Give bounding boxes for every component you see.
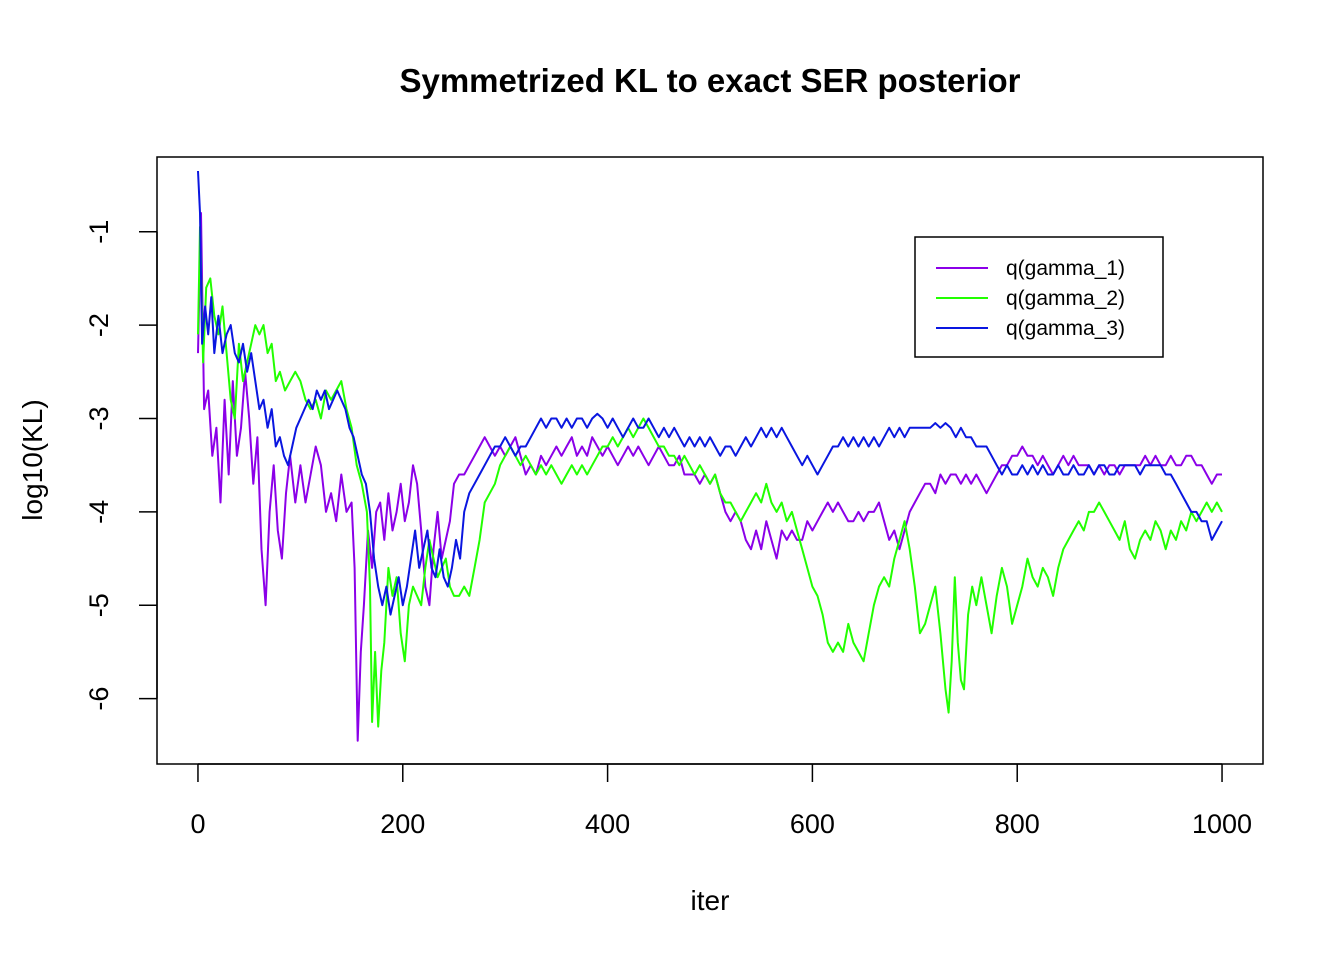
y-tick-label: -5 xyxy=(84,593,114,617)
x-axis-label: iter xyxy=(691,885,730,916)
y-tick-label: -2 xyxy=(84,313,114,337)
legend: q(gamma_1) q(gamma_2) q(gamma_3) xyxy=(914,236,1164,358)
x-axis: 0 200 400 600 800 1000 xyxy=(190,763,1252,839)
x-tick-label: 1000 xyxy=(1192,809,1252,839)
x-tick-label: 0 xyxy=(190,809,205,839)
series-layer xyxy=(197,170,1223,742)
y-tick-label: -6 xyxy=(84,687,114,711)
series-line-3 xyxy=(197,170,1223,616)
y-axis-label: log10(KL) xyxy=(17,399,48,520)
legend-label-3: q(gamma_3) xyxy=(1006,317,1125,340)
x-tick-label: 600 xyxy=(790,809,835,839)
series-line-1 xyxy=(197,212,1222,742)
x-tick-label: 400 xyxy=(585,809,630,839)
y-axis: -1 -2 -3 -4 -5 -6 xyxy=(84,220,158,711)
series-line-2 xyxy=(197,226,1223,728)
x-tick-label: 200 xyxy=(380,809,425,839)
legend-label-1: q(gamma_1) xyxy=(1006,257,1125,280)
y-tick-label: -1 xyxy=(84,220,114,244)
x-tick-label: 800 xyxy=(995,809,1040,839)
chart-title: Symmetrized KL to exact SER posterior xyxy=(399,62,1020,99)
y-tick-label: -3 xyxy=(84,406,114,430)
legend-label-2: q(gamma_2) xyxy=(1006,287,1125,310)
y-tick-label: -4 xyxy=(84,500,114,524)
